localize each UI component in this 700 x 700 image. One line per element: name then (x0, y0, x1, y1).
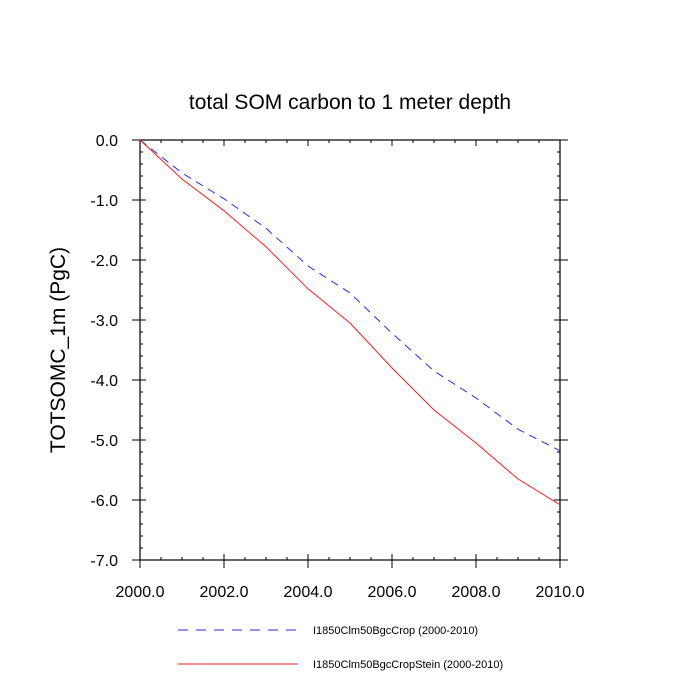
chart-title: total SOM carbon to 1 meter depth (189, 91, 511, 114)
plot-frame (139, 139, 561, 561)
y-tick-label: -5.0 (90, 433, 118, 450)
series-line-1 (139, 139, 561, 452)
x-tick-label: 2008.0 (452, 584, 501, 601)
y-tick-label: -2.0 (90, 253, 118, 270)
series-line-2 (139, 139, 561, 506)
y-tick-label: 0.0 (96, 133, 118, 150)
y-tick-label: -4.0 (90, 373, 118, 390)
legend: I1850Clm50BgcCrop (2000-2010) I1850Clm50B… (178, 625, 503, 671)
x-tick-label: 2006.0 (368, 584, 417, 601)
axis-ticks (132, 139, 568, 568)
tick-labels: 2000.0 2002.0 2004.0 2006.0 2008.0 2010.0 0.0 -… (90, 133, 584, 601)
x-tick-label: 2004.0 (284, 584, 333, 601)
y-tick-label: -1.0 (90, 193, 118, 210)
y-tick-label: -3.0 (90, 313, 118, 330)
y-tick-label: -7.0 (90, 553, 118, 570)
x-tick-label: 2010.0 (536, 584, 585, 601)
legend-label-1: I1850Clm50BgcCrop (2000-2010) (313, 625, 478, 637)
y-tick-label: -6.0 (90, 493, 118, 510)
legend-label-2: I1850Clm50BgcCropStein (2000-2010) (313, 659, 503, 671)
x-tick-label: 2002.0 (200, 584, 249, 601)
x-tick-label: 2000.0 (116, 584, 165, 601)
series-lines (139, 139, 561, 506)
y-axis-label: TOTSOMC_1m (PgC) (47, 247, 70, 453)
